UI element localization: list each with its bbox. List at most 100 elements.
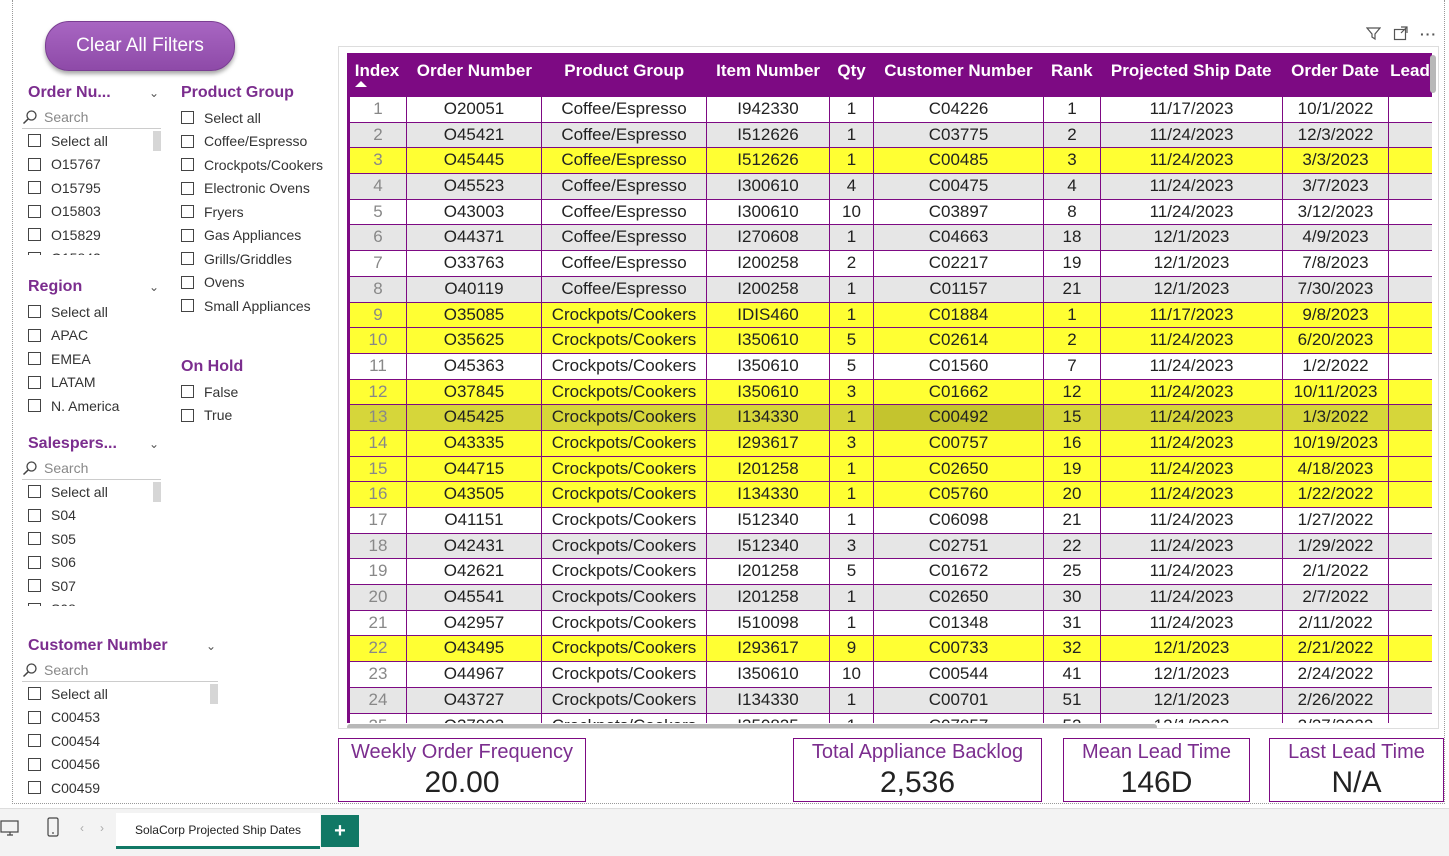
table-cell[interactable]: O44967 [407, 662, 542, 687]
table-cell[interactable]: O45425 [407, 405, 542, 430]
table-row[interactable]: 17 O41151 Crockpots/Cookers I512340 1 C06098 2… [350, 508, 1432, 534]
table-cell[interactable]: O43495 [407, 636, 542, 662]
slicer-option[interactable]: S08 [28, 598, 161, 606]
table-cell[interactable]: C00701 [874, 687, 1044, 713]
table-cell[interactable]: 3 [1044, 148, 1101, 174]
table-cell[interactable] [1389, 200, 1429, 225]
table-cell[interactable]: 11/24/2023 [1101, 508, 1283, 533]
table-cell[interactable] [1389, 148, 1429, 173]
table-cell[interactable]: 21 [1044, 508, 1101, 533]
table-cell[interactable]: 3 [830, 533, 874, 559]
table-cell[interactable]: C01348 [874, 610, 1044, 636]
table-cell[interactable]: 22 [350, 636, 407, 662]
chevron-down-icon[interactable]: ⌄ [148, 86, 160, 100]
table-cell[interactable]: 16 [1044, 430, 1101, 456]
table-row[interactable]: 4 O45523 Coffee/Espresso I300610 4 C00475 4 11/… [350, 174, 1432, 200]
table-cell[interactable]: 9 [830, 636, 874, 662]
chevron-down-icon[interactable]: ⌄ [205, 639, 217, 653]
table-cell[interactable]: 1 [830, 276, 874, 302]
table-cell[interactable]: 6 [350, 225, 407, 251]
table-cell[interactable]: 3 [830, 379, 874, 405]
table-cell[interactable]: 10 [830, 199, 874, 225]
table-cell[interactable]: O33763 [407, 251, 542, 276]
table-cell[interactable]: C02650 [874, 456, 1044, 482]
table-cell[interactable] [1389, 559, 1429, 584]
chevron-right-icon[interactable]: › [100, 821, 104, 835]
slicer-option[interactable]: False [181, 380, 314, 404]
column-header[interactable]: Lead [1390, 61, 1430, 80]
table-cell[interactable]: Crockpots/Cookers [542, 456, 707, 482]
column-header[interactable]: Index [347, 53, 407, 97]
table-cell[interactable]: O45363 [407, 353, 542, 379]
slicer-option[interactable]: O15795 [28, 176, 161, 200]
table-cell[interactable]: Crockpots/Cookers [542, 430, 707, 456]
customer-number-search[interactable]: Search [22, 659, 218, 682]
table-cell[interactable] [1389, 97, 1429, 122]
table-row[interactable]: 3 O45445 Coffee/Espresso I512626 1 C00485 3 11/… [350, 148, 1432, 175]
table-cell[interactable]: 10 [830, 662, 874, 687]
table-cell[interactable] [1389, 431, 1429, 456]
table-cell[interactable]: I942330 [707, 97, 830, 122]
table-cell[interactable]: I350825 [707, 713, 830, 723]
salesperson-search[interactable]: Search [22, 457, 161, 480]
table-cell[interactable]: 11/24/2023 [1101, 585, 1283, 610]
table-cell[interactable]: 2/1/2022 [1283, 559, 1389, 585]
table-cell[interactable]: O42621 [407, 559, 542, 585]
column-header[interactable]: Item Number [716, 61, 821, 80]
table-cell[interactable]: C02751 [874, 533, 1044, 559]
table-cell[interactable]: 11/24/2023 [1101, 559, 1283, 585]
slicer-scrollbar[interactable] [210, 684, 218, 704]
table-cell[interactable]: I512626 [707, 148, 830, 174]
table-cell[interactable]: 11/24/2023 [1101, 610, 1283, 636]
table-cell[interactable]: 1 [830, 508, 874, 533]
column-header[interactable]: Rank [1051, 61, 1093, 80]
table-cell[interactable]: C02650 [874, 585, 1044, 610]
table-cell[interactable]: I200258 [707, 276, 830, 302]
table-cell[interactable]: C02217 [874, 251, 1044, 276]
table-cell[interactable]: Coffee/Espresso [542, 225, 707, 251]
table-cell[interactable]: 10/1/2022 [1283, 97, 1389, 122]
slicer-option[interactable]: APAC [28, 324, 161, 348]
table-cell[interactable]: 4/18/2023 [1283, 456, 1389, 482]
table-cell[interactable]: Crockpots/Cookers [542, 662, 707, 687]
table-cell[interactable]: O43727 [407, 687, 542, 713]
table-cell[interactable]: 2/26/2022 [1283, 687, 1389, 713]
table-cell[interactable]: C01560 [874, 353, 1044, 379]
table-cell[interactable]: 6/20/2023 [1283, 328, 1389, 353]
table-cell[interactable]: I201258 [707, 559, 830, 585]
table-cell[interactable]: 24 [350, 687, 407, 713]
table-cell[interactable]: 2 [1044, 122, 1101, 148]
table-cell[interactable] [1389, 714, 1429, 724]
slicer-option[interactable]: Ovens [181, 271, 336, 295]
table-cell[interactable]: 2/21/2022 [1283, 636, 1389, 662]
slicer-option[interactable]: True [181, 404, 314, 428]
table-cell[interactable]: C00492 [874, 405, 1044, 430]
table-cell[interactable]: Crockpots/Cookers [542, 559, 707, 585]
table-cell[interactable] [1389, 328, 1429, 353]
table-cell[interactable]: C01672 [874, 559, 1044, 585]
table-cell[interactable]: Crockpots/Cookers [542, 302, 707, 328]
table-cell[interactable] [1389, 277, 1429, 302]
table-row[interactable]: 9 O35085 Crockpots/Cookers IDIS460 1 C01884 1 1… [350, 302, 1432, 329]
table-cell[interactable]: 5 [350, 199, 407, 225]
table-cell[interactable]: 2 [350, 122, 407, 148]
slicer-option[interactable]: O15829 [28, 223, 161, 247]
table-cell[interactable]: O43003 [407, 199, 542, 225]
table-cell[interactable]: 12/1/2023 [1101, 662, 1283, 687]
table-cell[interactable]: 1/3/2022 [1283, 405, 1389, 430]
table-cell[interactable]: 11/24/2023 [1101, 122, 1283, 148]
table-cell[interactable] [1389, 354, 1429, 379]
table-cell[interactable] [1389, 611, 1429, 636]
table-cell[interactable]: I293617 [707, 430, 830, 456]
table-cell[interactable] [1389, 662, 1429, 687]
table-cell[interactable]: I512626 [707, 122, 830, 148]
table-cell[interactable]: 8 [350, 276, 407, 302]
table-cell[interactable]: 8 [1044, 199, 1101, 225]
table-cell[interactable]: O45541 [407, 585, 542, 610]
table-cell[interactable]: 31 [1044, 610, 1101, 636]
table-cell[interactable]: 1 [830, 405, 874, 430]
table-cell[interactable] [1389, 251, 1429, 276]
table-cell[interactable]: 11/24/2023 [1101, 482, 1283, 507]
table-cell[interactable]: 11/24/2023 [1101, 405, 1283, 430]
column-header[interactable]: Order Number [416, 61, 532, 80]
